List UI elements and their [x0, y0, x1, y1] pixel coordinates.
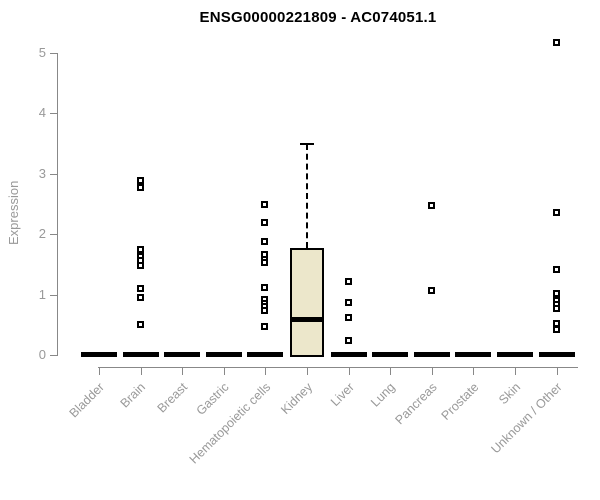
category-label: Unknown / Other [488, 380, 565, 457]
data-point-marker [344, 277, 352, 285]
data-point-marker [136, 245, 144, 253]
category-label: Liver [327, 380, 357, 410]
zero-median-bar [538, 352, 575, 357]
whisker-cap [300, 142, 314, 145]
category-label: Breast [154, 380, 191, 416]
data-point-marker [261, 306, 269, 314]
category-label: Lung [368, 380, 399, 410]
data-point-marker [427, 201, 435, 209]
y-axis-tick [50, 113, 57, 115]
x-axis-tick [556, 367, 558, 375]
x-axis-tick [99, 367, 100, 375]
x-axis-tick [515, 367, 516, 375]
data-point-marker [552, 209, 560, 217]
y-tick-label: 3 [38, 165, 46, 181]
zero-median-bar [164, 352, 201, 357]
x-axis-tick [223, 367, 225, 375]
zero-median-bar [122, 352, 159, 357]
category-label: Prostate [438, 380, 482, 423]
data-point-marker [136, 284, 144, 292]
x-axis-tick [390, 367, 392, 375]
data-point-marker [552, 265, 560, 273]
data-point-marker [261, 259, 269, 267]
y-axis-tick [50, 53, 57, 54]
data-point-marker [552, 325, 560, 333]
x-axis-tick [348, 367, 350, 375]
data-point-marker [344, 314, 352, 322]
category-label: Gastric [193, 380, 232, 418]
data-point-marker [261, 323, 269, 331]
category-label: Skin [495, 380, 523, 408]
y-axis-tick [50, 294, 57, 296]
y-axis-line [57, 53, 58, 356]
y-tick-label: 1 [38, 286, 46, 302]
chart-title: ENSG00000221809 - AC074051.1 [199, 9, 437, 26]
median-line [290, 316, 324, 322]
category-label: Kidney [277, 380, 315, 417]
data-point-marker [552, 305, 560, 313]
data-point-marker [427, 286, 435, 294]
zero-median-bar [372, 352, 409, 357]
x-axis-line [98, 367, 578, 368]
zero-median-bar [455, 352, 492, 357]
box-plot-box [290, 248, 324, 357]
y-axis-tick [50, 234, 57, 236]
x-axis-tick [182, 367, 184, 375]
y-tick-label: 5 [38, 45, 46, 60]
zero-median-bar [205, 352, 242, 357]
x-axis-tick [431, 367, 433, 375]
x-axis-tick [265, 367, 267, 375]
category-label: Pancreas [392, 380, 440, 428]
data-point-marker [136, 320, 144, 328]
data-point-marker [552, 38, 560, 46]
y-tick-label: 4 [38, 105, 46, 121]
y-axis-tick [50, 173, 57, 175]
data-point-marker [552, 289, 560, 297]
data-point-marker [136, 177, 144, 185]
data-point-marker [136, 183, 144, 191]
zero-median-bar [497, 352, 533, 357]
category-label: Bladder [66, 380, 107, 421]
data-point-marker [136, 293, 144, 301]
zero-median-bar [413, 352, 450, 357]
data-point-marker [261, 201, 269, 209]
category-label: Brain [117, 380, 149, 411]
y-tick-label: 2 [38, 226, 46, 242]
zero-median-bar [81, 352, 117, 357]
zero-median-bar [330, 352, 367, 357]
y-axis-tick [50, 355, 57, 356]
data-point-marker [344, 299, 352, 307]
category-label: Hematopoietic cells [186, 380, 274, 467]
x-axis-tick [473, 367, 475, 375]
whisker-line [306, 143, 308, 249]
data-point-marker [261, 283, 269, 291]
x-axis-tick [140, 367, 142, 375]
data-point-marker [261, 219, 269, 227]
zero-median-bar [247, 352, 284, 357]
y-tick-label: 0 [38, 347, 46, 362]
data-point-marker [136, 262, 144, 270]
x-axis-tick [307, 367, 308, 375]
data-point-marker [344, 337, 352, 345]
data-point-marker [261, 238, 269, 246]
data-point-marker [552, 319, 560, 327]
